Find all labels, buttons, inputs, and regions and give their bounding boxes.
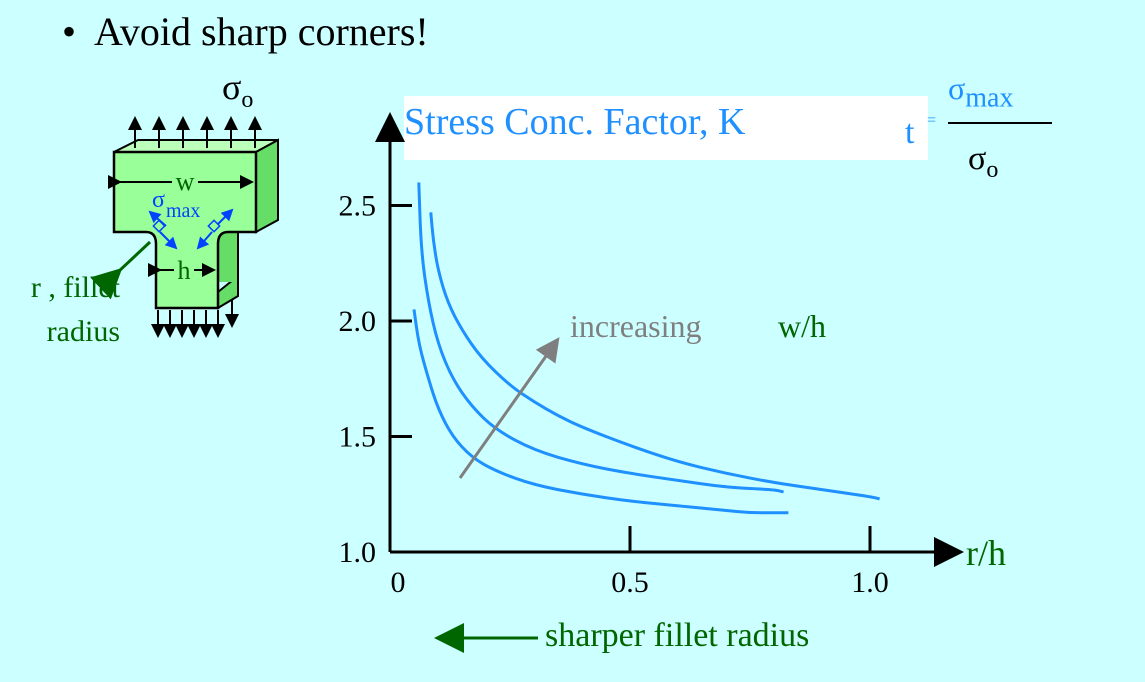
denominator-sigma: σ: [968, 140, 987, 177]
width-label: w: [176, 167, 195, 196]
k-subscript-t: t: [905, 114, 915, 151]
x-tick-label: 0.5: [611, 566, 649, 599]
denominator-subscript: o: [986, 156, 999, 183]
y-tick-label: 1.0: [339, 536, 377, 569]
applied-stress-label: σo: [222, 66, 253, 114]
width-label-bg: [172, 170, 198, 192]
y-tick-label: 1.5: [339, 421, 377, 454]
bottom-load-arrows: [151, 300, 239, 338]
chart-title: Stress Conc. Factor, K: [404, 101, 746, 143]
bullet-icon: •: [62, 9, 77, 54]
heading-text: Avoid sharp corners!: [94, 9, 429, 54]
chart-axes: [375, 112, 964, 567]
fraction-bar: [948, 122, 1052, 124]
top-load-arrows: [128, 116, 262, 148]
chart-curves: [412, 182, 880, 515]
specimen-side-face: [255, 138, 279, 234]
specimen-front-face: [112, 150, 258, 310]
stress-element-left: [152, 219, 166, 233]
y-tick-label: 2.5: [339, 190, 377, 223]
height-label: h: [178, 256, 191, 285]
height-label-bg: [174, 258, 194, 280]
stress-arrow-right-in: [217, 208, 234, 225]
chart-ticks: 1.0 1.5 2.0 2.5 0 0.5 1.0: [339, 190, 889, 600]
sharper-annotation: sharper fillet radius: [545, 617, 810, 654]
specimen-diagram: w h σ max: [90, 116, 279, 338]
sigma-max-subscript: max: [166, 200, 200, 222]
x-axis-label: r/h: [966, 533, 1006, 573]
specimen-neck-side-fill: [218, 232, 238, 282]
x-tick-label: 0: [391, 566, 406, 599]
w-over-h-annotation: w/h: [778, 308, 826, 344]
increasing-annotation: increasing: [570, 308, 702, 344]
sigma-max-symbol: σ: [152, 187, 165, 213]
numerator-sigma: σ: [948, 70, 966, 106]
specimen-top-face: [113, 139, 279, 153]
stress-arrow-left-out: [159, 231, 178, 250]
formula-denominator: σo: [968, 140, 998, 184]
sigma-subscript: o: [241, 87, 254, 114]
equals-sign: =: [927, 112, 937, 129]
chart-title-box: [404, 96, 928, 160]
slide-heading: • Avoid sharp corners!: [62, 8, 429, 55]
y-tick-label: 2.0: [339, 305, 377, 338]
increasing-arrow: [458, 337, 560, 479]
fillet-pointer-arrow: [90, 240, 152, 300]
stress-arrow-right-out: [196, 231, 213, 250]
k-curve-1: [412, 309, 789, 515]
formula-numerator: σmax: [948, 70, 1013, 114]
stress-element-right: [207, 219, 221, 233]
x-tick-label: 1.0: [851, 566, 889, 599]
sigma-symbol: σ: [222, 67, 242, 107]
numerator-subscript: max: [965, 82, 1014, 114]
k-curve-2: [417, 182, 784, 494]
k-curve-3: [429, 212, 880, 501]
